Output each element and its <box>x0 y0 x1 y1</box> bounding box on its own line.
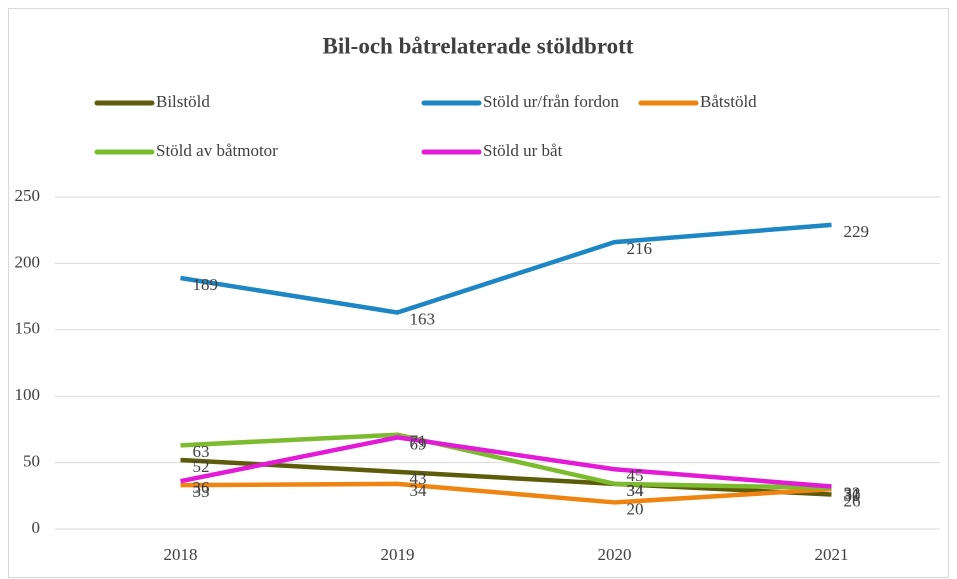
data-label: 43 <box>410 469 427 488</box>
series-line <box>180 432 832 491</box>
series-line <box>180 457 832 497</box>
data-label: 69 <box>410 434 427 453</box>
data-label: 36 <box>193 478 210 497</box>
data-label: 31 <box>844 485 861 504</box>
y-tick-label: 150 <box>15 319 41 338</box>
data-label: 71 <box>410 432 427 451</box>
data-label: 34 <box>410 481 428 500</box>
data-label: 26 <box>844 491 861 510</box>
series-line <box>180 481 832 505</box>
data-label: 216 <box>627 239 653 258</box>
x-tick-label: 2018 <box>164 545 198 564</box>
data-label: 63 <box>193 442 210 461</box>
chart-title: Bil-och båtrelaterade stöldbrott <box>323 33 634 58</box>
legend-label: Stöld av båtmotor <box>156 141 278 160</box>
x-tick-label: 2019 <box>381 545 415 564</box>
series-line <box>180 222 832 315</box>
series-line <box>180 435 832 489</box>
data-label: 30 <box>844 486 861 505</box>
data-label: 34 <box>627 481 645 500</box>
data-label: 45 <box>627 466 644 485</box>
x-tick-label: 2020 <box>598 545 632 564</box>
y-tick-label: 200 <box>15 252 41 271</box>
data-label: 163 <box>410 309 436 328</box>
y-tick-label: 250 <box>15 186 41 205</box>
x-tick-label: 2021 <box>815 545 849 564</box>
data-label: 32 <box>844 483 861 502</box>
y-tick-label: 0 <box>32 518 41 537</box>
y-tick-label: 50 <box>23 452 40 471</box>
data-label: 189 <box>193 275 219 294</box>
data-label: 229 <box>844 222 870 241</box>
data-label: 52 <box>193 457 210 476</box>
legend-label: Stöld ur båt <box>483 141 563 160</box>
data-label: 20 <box>627 499 644 518</box>
y-tick-label: 100 <box>15 385 41 404</box>
data-label: 34 <box>627 481 645 500</box>
legend-label: Stöld ur/från fordon <box>483 92 619 111</box>
legend-label: Bilstöld <box>156 92 210 111</box>
legend-label: Båtstöld <box>700 92 757 111</box>
data-label: 33 <box>193 482 210 501</box>
